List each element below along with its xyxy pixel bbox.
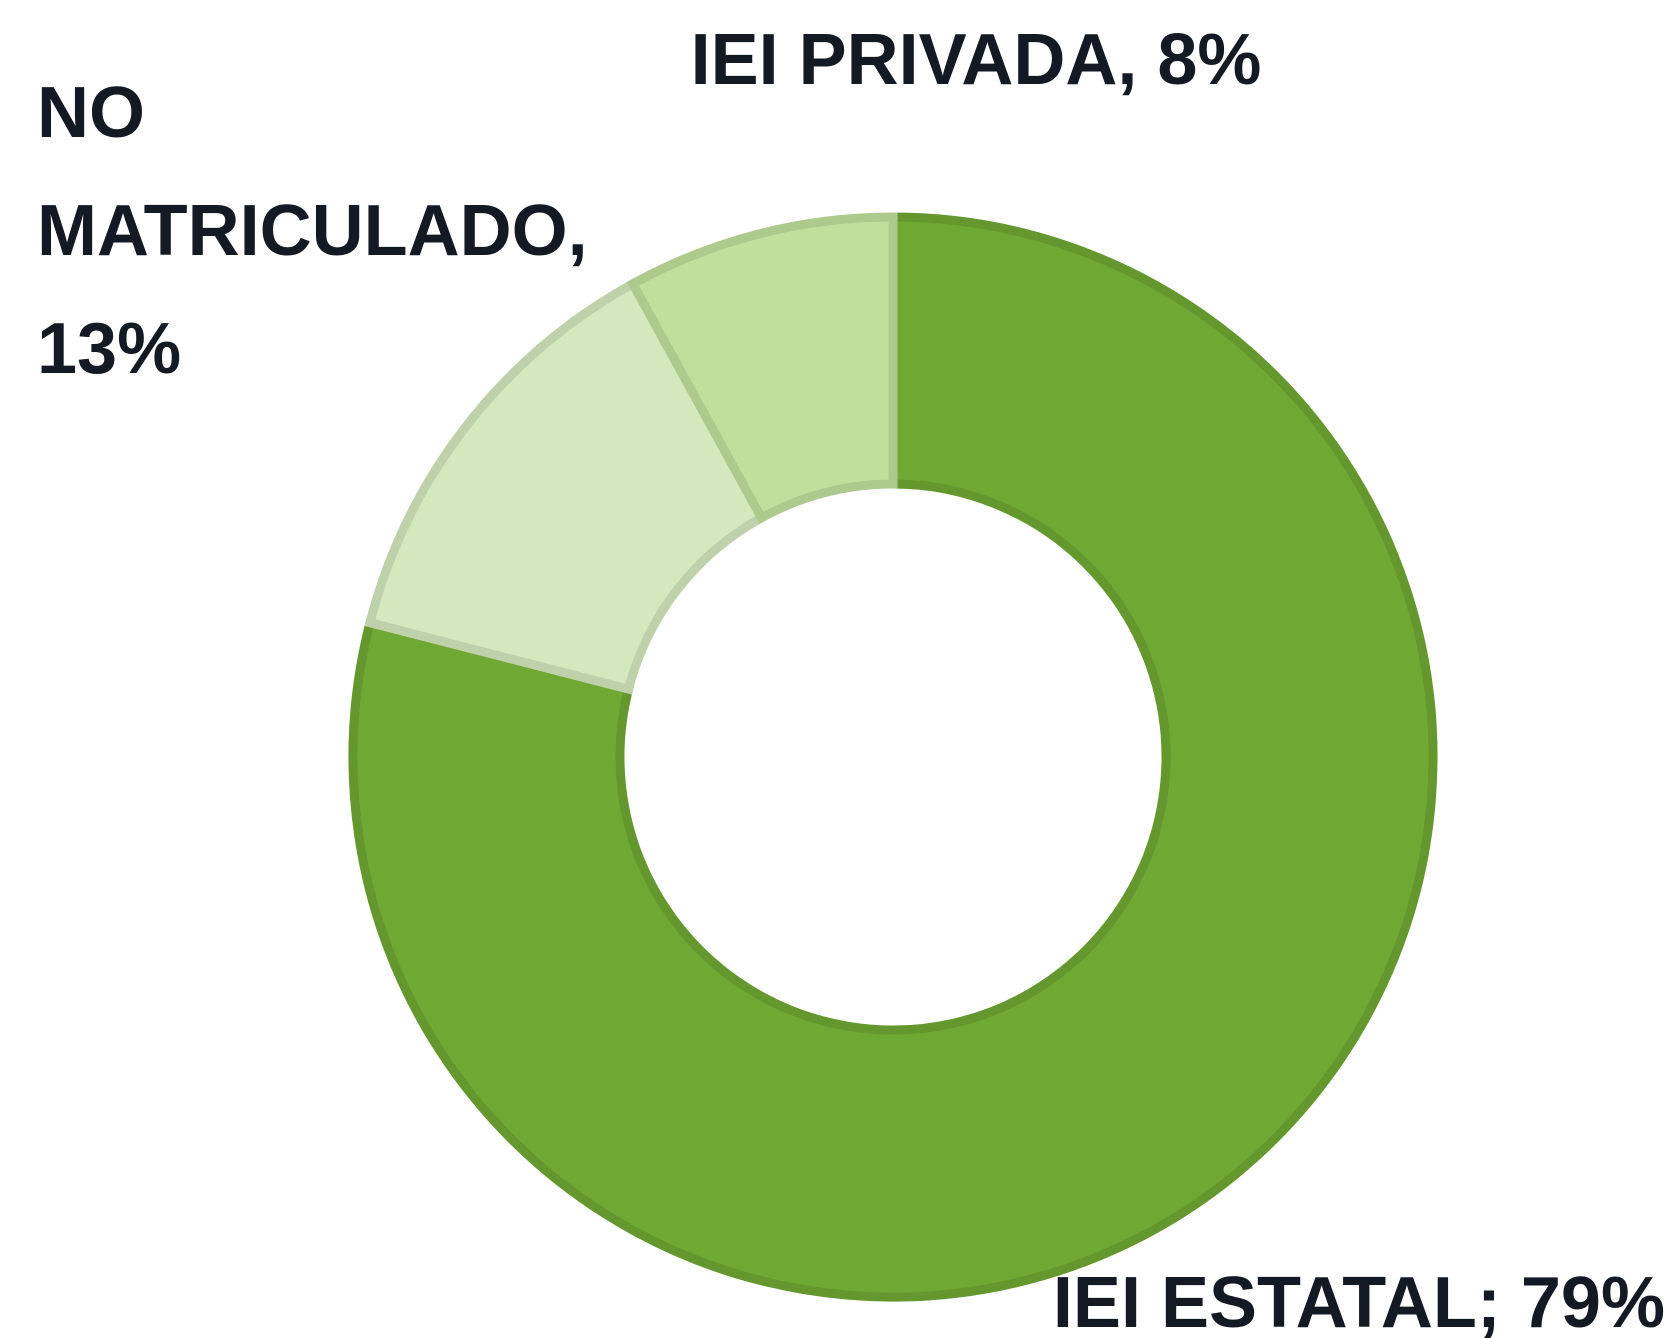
donut-slice [626,212,898,524]
data-label-line: NO [37,73,145,153]
data-label: NO MATRICULADO, 13% [37,73,588,389]
donut-slice [364,277,768,695]
data-label-line: MATRICULADO, [37,191,588,271]
data-label: IEI ESTATAL; 79% [1053,1263,1665,1338]
data-label: IEI PRIVADA, 8% [691,20,1262,100]
data-label-line: 13% [37,309,181,389]
donut-slice [348,212,1438,1302]
